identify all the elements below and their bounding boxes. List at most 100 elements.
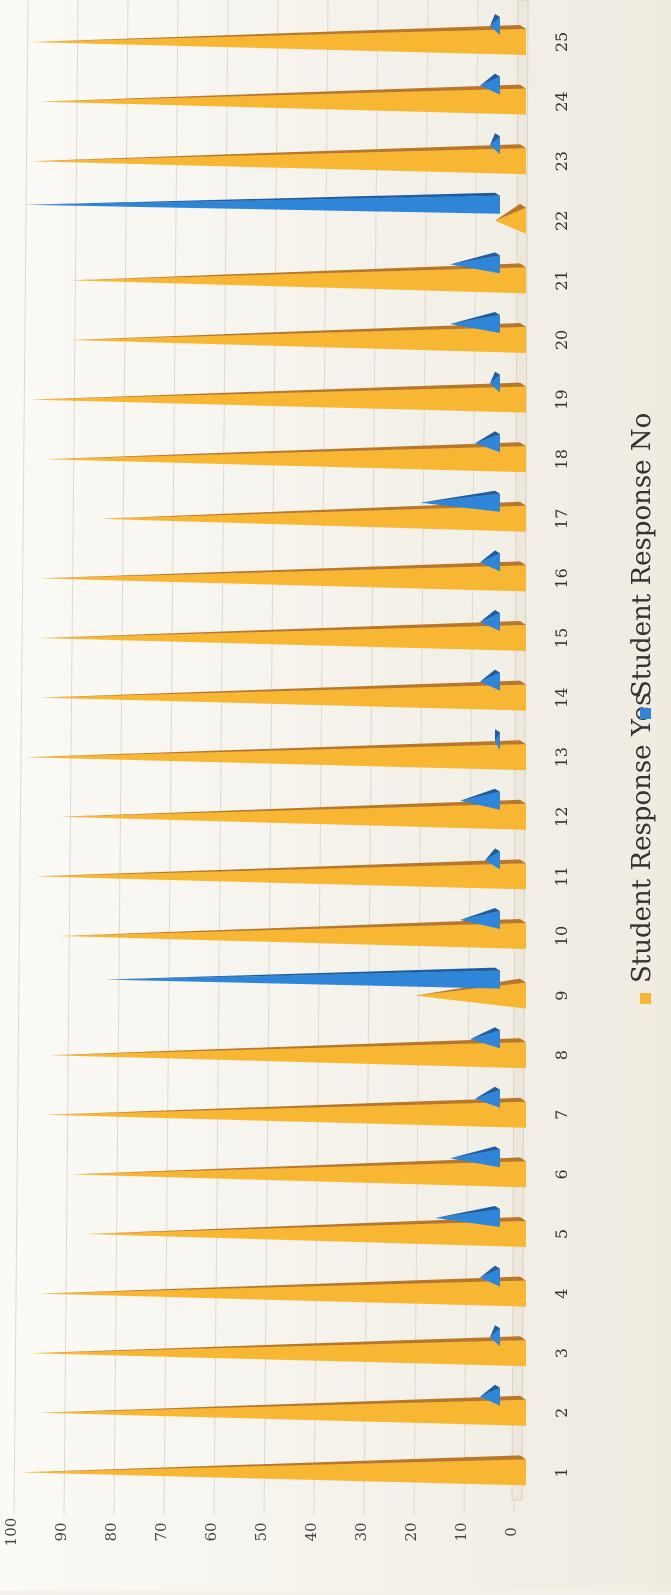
bar-yes	[20, 1459, 526, 1486]
bar-no-top-face	[470, 1027, 500, 1040]
bar-yes	[415, 982, 526, 1009]
bar-no-top-face	[460, 908, 500, 920]
legend-swatch-no	[640, 708, 651, 719]
category-label: 16	[552, 568, 571, 588]
bar-no	[490, 17, 500, 35]
bar-yes-top-face	[40, 1395, 526, 1413]
bar-yes	[70, 267, 526, 294]
bar-yes-top-face	[45, 1097, 526, 1115]
category-label: 1	[552, 1467, 571, 1477]
bar-no	[495, 732, 500, 751]
bar-yes	[25, 744, 526, 771]
bar-no-top-face	[485, 848, 500, 861]
bar-yes-top-face	[100, 501, 526, 519]
bar-no-top-face	[450, 252, 500, 265]
bar-yes	[60, 923, 526, 949]
bar-yes	[85, 1221, 526, 1247]
bar-no-top-face	[480, 1265, 500, 1278]
bar-yes	[30, 386, 526, 413]
category-label: 13	[552, 747, 571, 767]
bar-no-top-face	[435, 1206, 500, 1218]
y-tick-label: 90	[52, 1522, 70, 1541]
bar-no	[420, 493, 500, 512]
bar-no-top-face	[475, 1086, 500, 1099]
bar-yes	[45, 446, 526, 473]
bar-no-top-face	[475, 431, 500, 444]
bar-no-top-face	[450, 1146, 500, 1159]
category-label: 10	[552, 926, 571, 946]
bar-yes-top-face	[70, 323, 526, 340]
bar-yes-top-face	[40, 84, 526, 102]
bar-yes-top-face	[50, 1038, 526, 1056]
y-tick-label: 80	[102, 1522, 120, 1541]
bar-yes	[30, 148, 526, 175]
bar-no-top-face	[490, 1325, 500, 1338]
y-tick-label: 50	[252, 1522, 270, 1541]
bar-yes-top-face	[40, 680, 526, 698]
bar-no-top-face	[420, 490, 500, 503]
category-label: 23	[552, 151, 571, 171]
bar-no	[475, 1089, 500, 1108]
bar-no-top-face	[480, 1384, 500, 1397]
bar-yes	[30, 29, 526, 55]
bar-yes	[100, 505, 526, 532]
category-label: 20	[552, 330, 571, 350]
bar-no-top-face	[490, 133, 500, 146]
bar-yes	[35, 863, 526, 890]
bar-no-top-face	[490, 14, 500, 26]
bar-yes-top-face	[30, 144, 526, 162]
category-label: 2	[552, 1408, 571, 1418]
bar-yes-top-face	[60, 919, 526, 936]
category-label: 4	[552, 1289, 571, 1299]
bar-yes-top-face	[30, 25, 526, 42]
bar-yes	[40, 88, 526, 115]
bar-no	[485, 851, 500, 870]
legend-label-no: Student Response No	[627, 413, 657, 698]
bar-no-top-face	[460, 788, 500, 801]
bar-yes	[60, 803, 526, 830]
y-tick-label: 20	[402, 1522, 420, 1541]
bar-yes-top-face	[40, 621, 526, 638]
bar-yes-top-face	[30, 1336, 526, 1354]
y-tick-label: 60	[202, 1522, 220, 1541]
category-label: 18	[552, 449, 571, 469]
bar-no	[105, 970, 500, 989]
category-label: 5	[552, 1229, 571, 1239]
bar-no	[450, 1149, 500, 1168]
bar-no	[490, 136, 500, 155]
bar-no	[470, 1030, 500, 1049]
bar-no	[460, 791, 500, 810]
bar-no	[490, 1328, 500, 1347]
bar-no-top-face	[495, 729, 500, 742]
bar-no	[25, 195, 500, 214]
bar-yes-top-face	[85, 1217, 526, 1234]
category-label: 11	[552, 866, 571, 886]
bar-yes-top-face	[20, 1455, 526, 1473]
y-tick-label: 30	[352, 1522, 370, 1541]
bar-yes-top-face	[25, 740, 526, 758]
bar-no-top-face	[105, 967, 500, 980]
axes: 0102030405060708090100123456789101112131…	[2, 32, 571, 1547]
category-label: 15	[552, 628, 571, 648]
bar-no	[435, 1209, 500, 1227]
y-tick-label: 0	[502, 1527, 520, 1537]
category-label: 8	[552, 1050, 571, 1060]
bar-yes	[70, 327, 526, 353]
legend-label-yes: Student Response Yes	[627, 693, 657, 983]
category-label: 22	[552, 211, 571, 231]
category-label: 12	[552, 807, 571, 827]
bar-yes	[70, 1161, 526, 1188]
bar-no-top-face	[480, 610, 500, 622]
y-tick-label: 70	[152, 1522, 170, 1541]
bar-yes-top-face	[35, 859, 526, 877]
bar-no	[490, 374, 500, 393]
bar-yes-top-face	[40, 1276, 526, 1294]
bar-yes	[30, 1340, 526, 1367]
bar-yes-top-face	[70, 1157, 526, 1175]
bar-yes	[50, 1042, 526, 1069]
bar-yes-top-face	[30, 382, 526, 400]
legend-swatch-yes	[640, 993, 651, 1004]
y-tick-label: 100	[2, 1518, 20, 1547]
